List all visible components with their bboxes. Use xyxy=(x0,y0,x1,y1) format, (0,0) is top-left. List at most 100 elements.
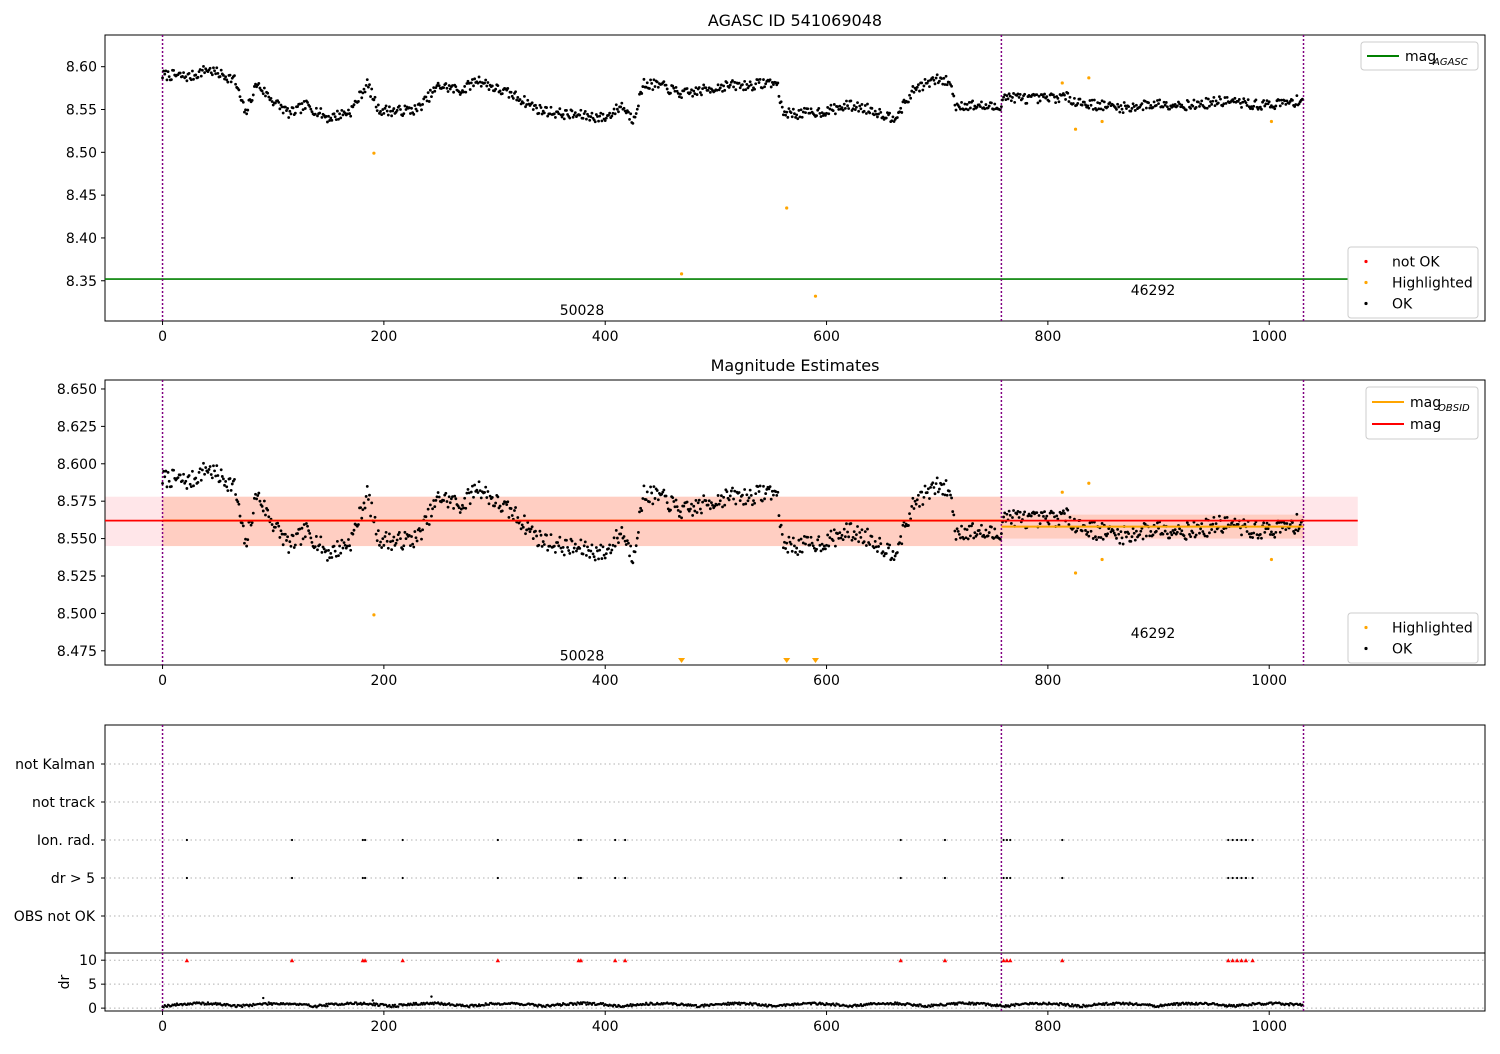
ok-point xyxy=(539,533,543,537)
ok-point xyxy=(943,83,947,86)
ok-point xyxy=(674,86,678,89)
ok-point xyxy=(1191,104,1195,108)
ok-point xyxy=(608,111,612,115)
ok-point xyxy=(1111,529,1115,533)
ok-point xyxy=(615,536,619,540)
ok-point xyxy=(852,104,856,107)
ok-point xyxy=(921,88,925,92)
ok-point xyxy=(846,530,849,534)
ok-point xyxy=(700,93,703,97)
ok-point xyxy=(975,533,979,536)
ok-point xyxy=(969,534,972,538)
ok-point xyxy=(226,80,230,84)
ok-point xyxy=(396,533,400,537)
ok-point xyxy=(375,109,379,113)
ok-point xyxy=(1116,527,1119,531)
ok-point xyxy=(449,497,453,501)
ok-point xyxy=(1185,521,1189,525)
dr-over-marker xyxy=(942,958,948,963)
ok-point xyxy=(568,552,572,555)
ok-point xyxy=(448,501,452,505)
ok-point xyxy=(935,73,939,77)
ok-point xyxy=(1219,97,1222,101)
ok-point xyxy=(572,113,576,117)
ok-point xyxy=(510,514,514,517)
dr-point xyxy=(1127,1003,1130,1006)
ok-point xyxy=(293,111,297,115)
ok-point xyxy=(680,96,683,99)
ok-point xyxy=(421,103,425,106)
ok-point xyxy=(817,535,821,539)
ok-point xyxy=(708,90,712,94)
ok-point xyxy=(324,549,328,553)
ok-point xyxy=(1043,510,1046,514)
ok-point xyxy=(1011,96,1014,99)
ok-point xyxy=(338,544,342,548)
ok-point xyxy=(633,115,637,119)
ok-point xyxy=(966,108,970,112)
ok-point xyxy=(360,516,364,520)
ok-point xyxy=(598,114,602,118)
ok-point xyxy=(1258,105,1262,109)
ok-point xyxy=(176,476,180,480)
ok-point xyxy=(222,73,225,77)
ok-point xyxy=(648,500,651,504)
ok-point xyxy=(808,543,812,547)
ok-point xyxy=(1266,102,1270,106)
ok-point xyxy=(656,498,660,502)
dr-point xyxy=(764,1003,767,1006)
ok-point xyxy=(314,535,318,538)
ok-point xyxy=(264,94,267,98)
ok-point xyxy=(334,118,338,121)
ok-point xyxy=(832,528,836,532)
ok-point xyxy=(490,84,494,88)
highlighted-point xyxy=(813,294,818,298)
ok-point xyxy=(237,88,241,92)
ok-point xyxy=(1095,108,1098,112)
ok-point xyxy=(1265,99,1269,103)
ok-point xyxy=(478,80,482,84)
ok-point xyxy=(947,489,951,493)
ok-point xyxy=(603,556,607,560)
ok-point xyxy=(992,537,996,540)
ok-point xyxy=(1100,522,1104,525)
ok-point xyxy=(598,548,602,552)
ok-point xyxy=(727,85,731,89)
ok-point xyxy=(674,498,678,502)
ok-point xyxy=(274,101,277,105)
ok-point xyxy=(366,498,370,501)
ok-point xyxy=(306,524,309,528)
ok-point xyxy=(1295,512,1299,516)
ok-point xyxy=(622,535,626,538)
ok-point xyxy=(373,95,377,99)
ok-point xyxy=(383,106,387,110)
dr-point xyxy=(732,1003,735,1006)
ok-point xyxy=(581,552,585,556)
ok-point xyxy=(672,86,676,90)
ok-point xyxy=(167,75,171,79)
ok-point xyxy=(379,110,382,113)
ok-point xyxy=(978,532,982,535)
ok-point xyxy=(637,104,640,108)
ok-point xyxy=(760,499,764,503)
ok-point xyxy=(831,539,835,542)
ok-point xyxy=(655,489,659,492)
ok-point xyxy=(588,555,592,559)
ok-point xyxy=(962,537,966,541)
ok-point xyxy=(513,509,516,512)
ok-point xyxy=(318,111,322,115)
ok-point xyxy=(679,92,682,96)
ok-point xyxy=(758,484,762,488)
ok-point xyxy=(660,492,664,496)
ok-point xyxy=(729,489,733,493)
dr-point xyxy=(1046,1003,1050,1006)
ok-point xyxy=(940,77,944,81)
ok-point xyxy=(980,100,983,104)
ok-point xyxy=(548,544,552,548)
ok-point xyxy=(918,504,921,508)
ok-point xyxy=(530,101,534,105)
dr-point xyxy=(467,1006,471,1009)
ok-point xyxy=(395,538,399,542)
ok-point xyxy=(1064,98,1067,101)
ok-point xyxy=(516,96,520,99)
